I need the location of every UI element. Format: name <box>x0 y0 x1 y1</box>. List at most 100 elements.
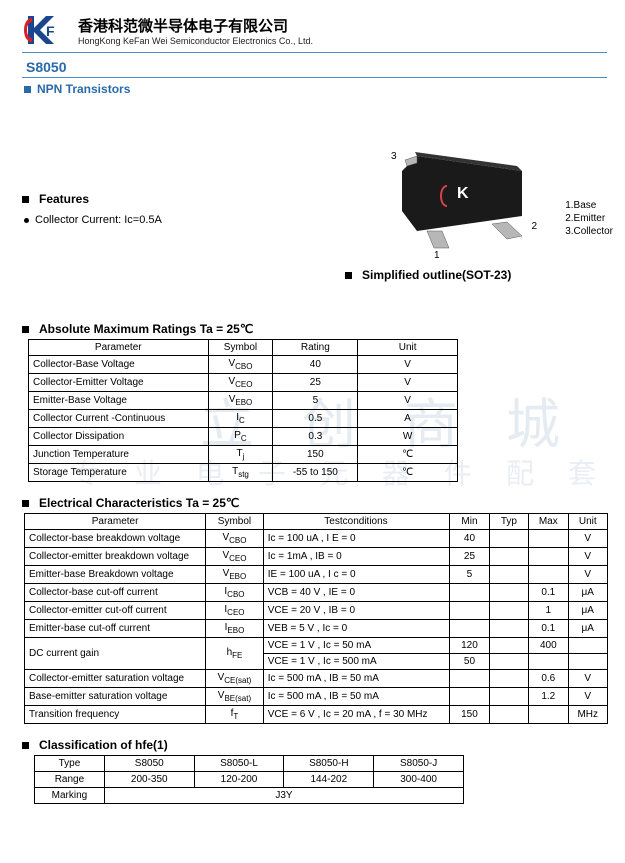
condition: VCE = 1 V , Ic = 500 mA <box>263 654 450 670</box>
cell: V <box>568 688 607 706</box>
cell: μA <box>568 602 607 620</box>
condition: VCB = 40 V , IE = 0 <box>263 584 450 602</box>
symbol: VCBO <box>208 356 273 374</box>
cell: μA <box>568 620 607 638</box>
symbol: ICBO <box>206 584 264 602</box>
cell: J3Y <box>104 788 463 804</box>
cell: S8050 <box>104 756 194 772</box>
col-header: Rating <box>273 340 358 356</box>
cell: 1.2 <box>529 688 568 706</box>
bullet-icon <box>345 272 352 279</box>
cell: 0.1 <box>529 620 568 638</box>
bullet-icon <box>24 86 31 93</box>
cell: S8050-J <box>374 756 464 772</box>
condition: VCE = 1 V , Ic = 50 mA <box>263 638 450 654</box>
package-drawing: K 3 1 2 1.Base 2.Emitter 3.Collector <box>347 136 577 266</box>
param: Base-emitter saturation voltage <box>25 688 206 706</box>
cell <box>489 530 528 548</box>
rating: 0.5 <box>273 410 358 428</box>
unit: ℃ <box>358 464 458 482</box>
col-header: Parameter <box>25 514 206 530</box>
rating: 25 <box>273 374 358 392</box>
col-header: Symbol <box>208 340 273 356</box>
row-label: Marking <box>35 788 105 804</box>
rating: 0.3 <box>273 428 358 446</box>
col-header: Parameter <box>29 340 209 356</box>
symbol: fT <box>206 706 264 724</box>
param: Transition frequency <box>25 706 206 724</box>
condition: VCE = 6 V , Ic = 20 mA , f = 30 MHz <box>263 706 450 724</box>
symbol: VEBO <box>208 392 273 410</box>
bullet-icon <box>24 218 29 223</box>
unit: W <box>358 428 458 446</box>
param: Collector-base breakdown voltage <box>25 530 206 548</box>
cell <box>489 706 528 724</box>
company-header: F 香港科范微半导体电子有限公司 HongKong KeFan Wei Semi… <box>22 12 607 53</box>
col-header: Typ <box>489 514 528 530</box>
condition: VCE = 20 V , IB = 0 <box>263 602 450 620</box>
outline-heading: Simplified outline(SOT-23) <box>362 268 511 282</box>
param: Collector-Emitter Voltage <box>29 374 209 392</box>
param: Emitter-base Breakdown voltage <box>25 566 206 584</box>
symbol: IC <box>208 410 273 428</box>
row-label: Type <box>35 756 105 772</box>
symbol: VEBO <box>206 566 264 584</box>
part-number: S8050 <box>22 57 607 78</box>
condition: IE = 100 uA , I c = 0 <box>263 566 450 584</box>
classif-table: Type S8050 S8050-L S8050-H S8050-J Range… <box>34 755 464 804</box>
cell: 50 <box>450 654 489 670</box>
cell: μA <box>568 584 607 602</box>
unit: V <box>358 356 458 374</box>
elec-table: Parameter Symbol Testconditions Min Typ … <box>24 513 608 724</box>
col-header: Unit <box>358 340 458 356</box>
cell <box>450 602 489 620</box>
col-header: Unit <box>568 514 607 530</box>
abs-max-table: Parameter Symbol Rating Unit Collector-B… <box>28 339 458 482</box>
svg-text:F: F <box>46 23 55 39</box>
symbol: Tj <box>208 446 273 464</box>
cell <box>489 670 528 688</box>
condition: Ic = 500 mA , IB = 50 mA <box>263 670 450 688</box>
cell <box>450 620 489 638</box>
svg-text:K: K <box>457 185 469 202</box>
unit: V <box>358 374 458 392</box>
cell: V <box>568 530 607 548</box>
cell <box>489 566 528 584</box>
pin-label: 2 <box>531 221 537 232</box>
rating: -55 to 150 <box>273 464 358 482</box>
symbol: VCEO <box>208 374 273 392</box>
cell <box>489 688 528 706</box>
param: Collector-base cut-off current <box>25 584 206 602</box>
param: Collector-emitter breakdown voltage <box>25 548 206 566</box>
pin-legend: 2.Emitter <box>565 212 613 225</box>
unit: V <box>358 392 458 410</box>
bullet-icon <box>22 326 29 333</box>
cell <box>568 638 607 654</box>
cell: V <box>568 566 607 584</box>
classif-heading: Classification of hfe(1) <box>39 738 168 752</box>
feature-item: Collector Current: Ic=0.5A <box>35 214 162 226</box>
cell: 0.1 <box>529 584 568 602</box>
cell: 0.6 <box>529 670 568 688</box>
cell <box>529 548 568 566</box>
symbol: VCBO <box>206 530 264 548</box>
elec-heading: Electrical Characteristics Ta = 25℃ <box>39 496 239 510</box>
cell <box>450 670 489 688</box>
product-type: NPN Transistors <box>37 82 130 96</box>
cell: 1 <box>529 602 568 620</box>
pin-legend: 3.Collector <box>565 225 613 238</box>
condition: Ic = 1mA , IB = 0 <box>263 548 450 566</box>
rating: 150 <box>273 446 358 464</box>
company-name-cn: 香港科范微半导体电子有限公司 <box>78 15 313 36</box>
cell: 144-202 <box>284 772 374 788</box>
symbol: VCE(sat) <box>206 670 264 688</box>
cell <box>529 530 568 548</box>
param: Collector-emitter saturation voltage <box>25 670 206 688</box>
cell: 400 <box>529 638 568 654</box>
cell <box>450 688 489 706</box>
row-label: Range <box>35 772 105 788</box>
company-logo: F <box>22 12 70 48</box>
unit: ℃ <box>358 446 458 464</box>
symbol: VBE(sat) <box>206 688 264 706</box>
symbol: hFE <box>206 638 264 670</box>
